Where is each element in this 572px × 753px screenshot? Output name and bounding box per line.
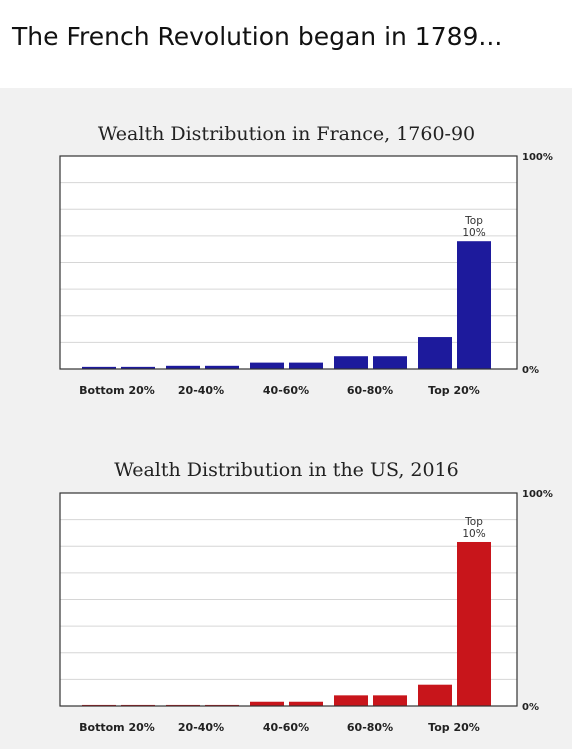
bar: [418, 684, 452, 706]
plot-frame: [59, 155, 518, 370]
bar-annotation-label: 10%: [462, 528, 485, 540]
chart-title: Wealth Distribution in the US, 2016: [114, 459, 459, 481]
bar: [82, 366, 116, 369]
category-label: 40-60%: [263, 384, 309, 397]
bar: [373, 356, 407, 369]
chart-title: Wealth Distribution in France, 1760-90: [98, 123, 475, 145]
bar: [457, 241, 491, 369]
category-label: 60-80%: [347, 384, 393, 397]
bar: [205, 365, 239, 369]
chart-panel: Top 10% Wealth Distribution in France, 176…: [0, 88, 572, 749]
bar: [250, 362, 284, 369]
bar: [334, 356, 368, 369]
category-label: 20-40%: [178, 721, 224, 734]
y-axis-label-min: 0%: [522, 702, 539, 713]
bar: [250, 701, 284, 706]
category-label: Top 20%: [428, 721, 480, 734]
bar-annotation-label: Top: [464, 215, 483, 227]
bar: [289, 701, 323, 706]
bar: [289, 362, 323, 369]
bar-annotation-label: 10%: [462, 227, 485, 239]
bar: [166, 365, 200, 369]
category-label: Top 20%: [428, 384, 480, 397]
bar: [121, 366, 155, 369]
bar-annotation-label: Top: [464, 516, 483, 528]
y-axis-label-min: 0%: [522, 365, 539, 376]
post-caption: The French Revolution began in 1789...: [12, 22, 503, 51]
bar: [334, 695, 368, 706]
category-label: 40-60%: [263, 721, 309, 734]
category-label: 60-80%: [347, 721, 393, 734]
bar: [457, 541, 491, 706]
y-axis-label-max: 100%: [522, 489, 553, 500]
category-label: Bottom 20%: [79, 721, 155, 734]
plot-frame: [59, 492, 518, 707]
category-label: 20-40%: [178, 384, 224, 397]
bar: [373, 695, 407, 706]
category-label: Bottom 20%: [79, 384, 155, 397]
bar: [418, 337, 452, 369]
y-axis-label-max: 100%: [522, 152, 553, 163]
